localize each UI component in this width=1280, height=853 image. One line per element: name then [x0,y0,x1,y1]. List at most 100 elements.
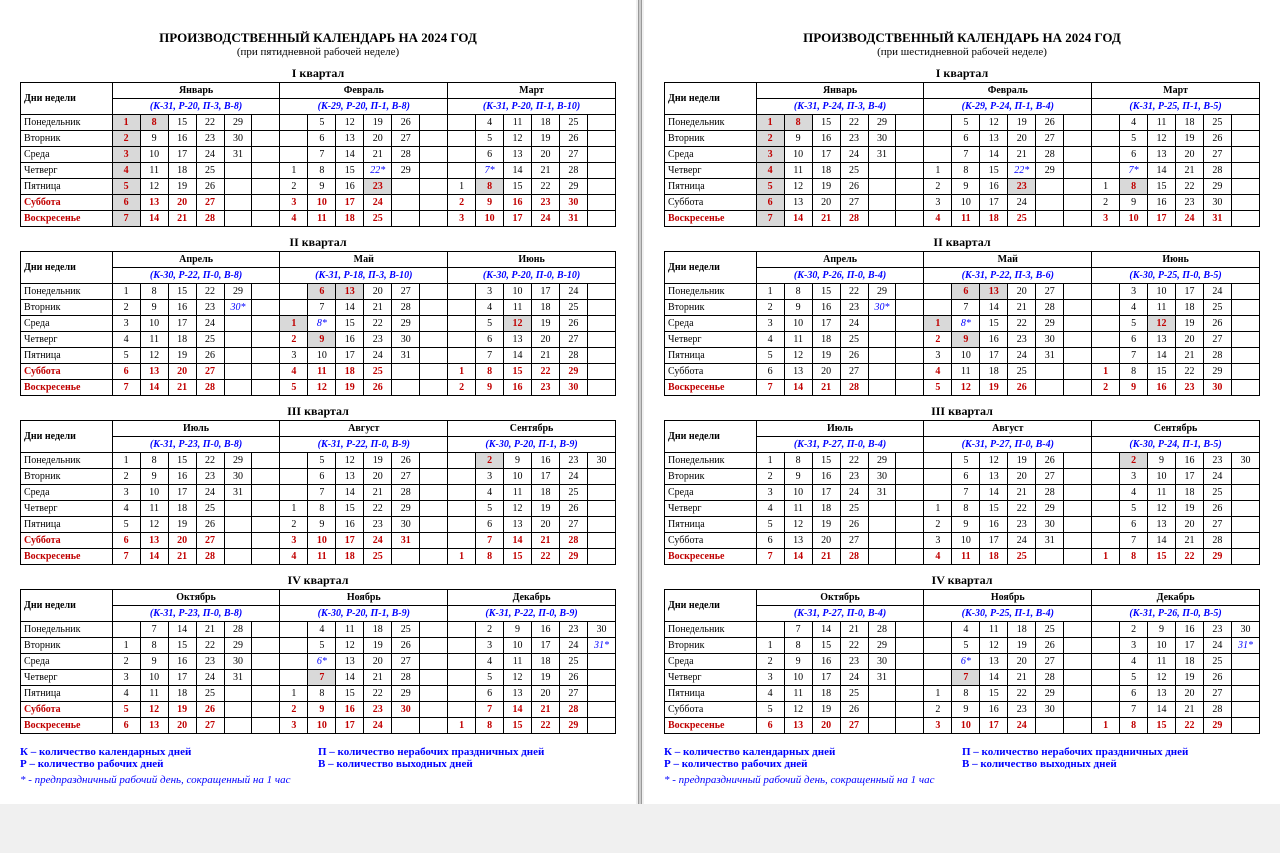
day-cell: 21 [364,300,392,316]
day-cell: 14 [1148,163,1176,179]
day-cell: 22 [840,284,868,300]
day-cell: 22 [196,284,224,300]
day-cell: 15 [980,316,1008,332]
day-cell: 9 [952,179,980,195]
day-cell: 8 [140,115,168,131]
day-label: Среда [21,316,113,332]
day-cell: 31 [224,147,252,163]
day-cell: 1 [1092,718,1120,734]
quarter-table: Дни неделиЯнварьФевральМарт(К-31, Р-24, … [664,82,1260,227]
day-cell: 23 [1203,622,1231,638]
day-cell: 24 [840,670,868,686]
day-cell: 4 [280,549,308,565]
day-label: Четверг [21,163,113,179]
day-cell: 14 [784,211,812,227]
day-cell: 25 [840,332,868,348]
day-cell: 2 [924,517,952,533]
day-cell: 14 [1148,533,1176,549]
day-cell: 19 [812,702,840,718]
day-cell: 30 [1231,453,1259,469]
day-cell: 28 [1036,670,1064,686]
day-cell: 1 [756,115,784,131]
day-label: Четверг [665,501,757,517]
day-cell: 4 [1120,654,1148,670]
day-cell: 3 [924,533,952,549]
day-cell: 12 [504,501,532,517]
day-cell: 22 [1008,501,1036,517]
day-cell: 12 [336,638,364,654]
day-cell: 26 [840,702,868,718]
quarter-table: Дни неделиОктябрьНоябрьДекабрь(К-31, Р-2… [664,589,1260,734]
month-header: Июль [112,421,280,437]
legend-r: Р – количество рабочих дней [664,758,962,770]
day-cell: 22 [840,115,868,131]
day-cell: 23 [196,300,224,316]
day-cell: 4 [476,654,504,670]
day-cell: 12 [336,453,364,469]
day-cell: 8 [952,501,980,517]
day-cell: 14 [504,348,532,364]
day-cell: 4 [112,332,140,348]
day-cell: 7 [952,485,980,501]
day-cell: 15 [980,163,1008,179]
day-label: Пятница [665,179,757,195]
day-cell: 24 [1203,284,1231,300]
day-cell: 8 [308,686,336,702]
month-stats: (К-29, Р-20, П-1, В-8) [280,99,448,115]
day-label: Среда [665,147,757,163]
day-cell: 26 [1036,638,1064,654]
day-cell: 5 [1120,501,1148,517]
day-cell: 1 [280,501,308,517]
day-cell: 18 [336,364,364,380]
day-cell: 13 [1148,147,1176,163]
day-cell: 9 [476,380,504,396]
day-cell: 22 [1176,364,1204,380]
day-cell: 7 [784,622,812,638]
day-cell: 13 [784,718,812,734]
day-cell: 12 [140,348,168,364]
day-cell: 22 [1176,718,1204,734]
day-cell: 24 [364,533,392,549]
day-cell: 28 [559,348,587,364]
day-cell: 26 [559,501,587,517]
day-cell: 8 [784,453,812,469]
day-cell: 16 [168,300,196,316]
day-cell: 1 [756,638,784,654]
day-cell: 28 [392,147,420,163]
day-cell: 3 [924,718,952,734]
day-cell: 6 [476,147,504,163]
day-cell: 15 [1148,549,1176,565]
day-cell: 5 [756,517,784,533]
day-cell: 12 [504,670,532,686]
day-cell: 13 [980,284,1008,300]
month-header: Февраль [280,83,448,99]
day-cell: 26 [364,380,392,396]
day-cell: 21 [532,163,560,179]
day-cell: 5 [476,670,504,686]
day-cell: 22 [196,115,224,131]
day-cell: 7 [952,300,980,316]
day-cell: 29 [392,686,420,702]
day-cell: 5 [112,517,140,533]
day-cell: 9 [784,300,812,316]
daycol-header: Дни недели [21,590,113,622]
day-cell: 20 [812,195,840,211]
day-label: Суббота [665,364,757,380]
day-label: Пятница [665,348,757,364]
day-cell: 15 [168,284,196,300]
day-cell: 4 [756,686,784,702]
day-cell: 12 [784,348,812,364]
day-cell: 2 [448,195,476,211]
day-cell: 23 [196,654,224,670]
day-cell: 15 [812,284,840,300]
day-cell: 18 [1176,300,1204,316]
day-cell: 3 [280,718,308,734]
day-cell: 26 [840,348,868,364]
day-cell: 16 [336,702,364,718]
day-cell: 8 [140,453,168,469]
day-cell: 15 [336,501,364,517]
month-header: Сентябрь [448,421,616,437]
day-cell: 23 [1008,517,1036,533]
day-cell: 2 [280,517,308,533]
day-label: Четверг [665,670,757,686]
